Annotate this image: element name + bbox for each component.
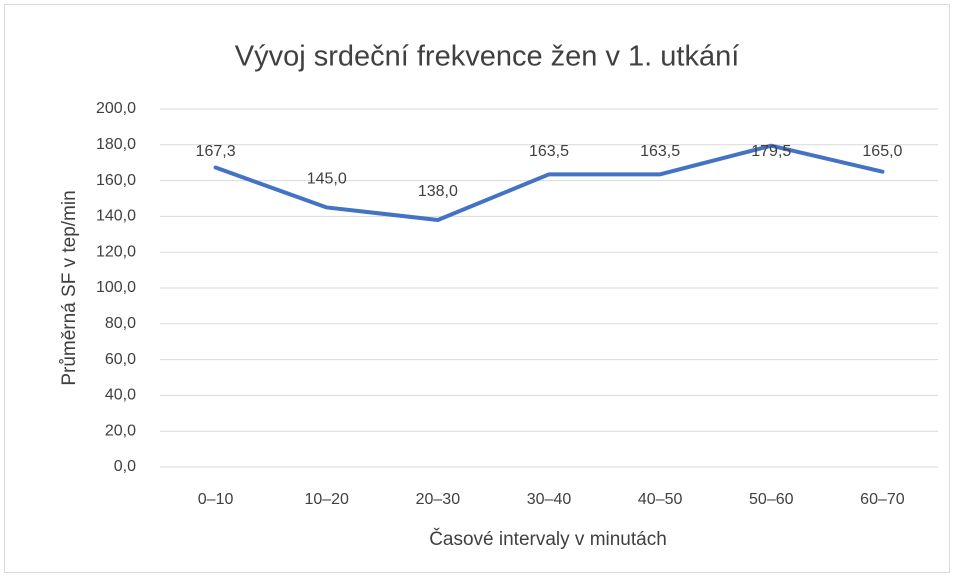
data-label: 179,5 xyxy=(751,143,791,160)
y-tick-label: 180,0 xyxy=(96,136,136,153)
y-tick-label: 80,0 xyxy=(105,315,136,332)
y-tick-label: 60,0 xyxy=(105,351,136,368)
y-axis-title: Průměrná SF v tep/min xyxy=(59,190,80,385)
y-tick-label: 160,0 xyxy=(96,172,136,189)
data-label: 167,3 xyxy=(196,143,236,160)
x-tick-label: 10–20 xyxy=(304,491,349,508)
x-tick-label: 30–40 xyxy=(527,491,572,508)
y-tick-label: 140,0 xyxy=(96,208,136,225)
y-tick-label: 0,0 xyxy=(114,458,136,475)
x-tick-label: 50–60 xyxy=(749,491,794,508)
data-label: 163,5 xyxy=(640,143,680,160)
x-tick-label: 20–30 xyxy=(416,491,461,508)
x-tick-label: 60–70 xyxy=(860,491,905,508)
line-series xyxy=(213,143,885,222)
y-tick-label: 100,0 xyxy=(96,279,136,296)
y-tick-label: 20,0 xyxy=(105,422,136,439)
x-tick-label: 40–50 xyxy=(638,491,683,508)
y-tick-label: 40,0 xyxy=(105,387,136,404)
x-tick-label: 0–10 xyxy=(198,491,234,508)
x-axis-title: Časové intervaly v minutách xyxy=(429,528,667,550)
data-label: 138,0 xyxy=(418,183,458,200)
y-tick-label: 200,0 xyxy=(96,100,136,117)
data-label: 165,0 xyxy=(862,143,902,160)
data-label: 163,5 xyxy=(529,143,569,160)
y-tick-label: 120,0 xyxy=(96,243,136,260)
chart-title: Vývoj srdeční frekvence žen v 1. utkání xyxy=(235,41,740,73)
data-label: 145,0 xyxy=(307,171,347,188)
